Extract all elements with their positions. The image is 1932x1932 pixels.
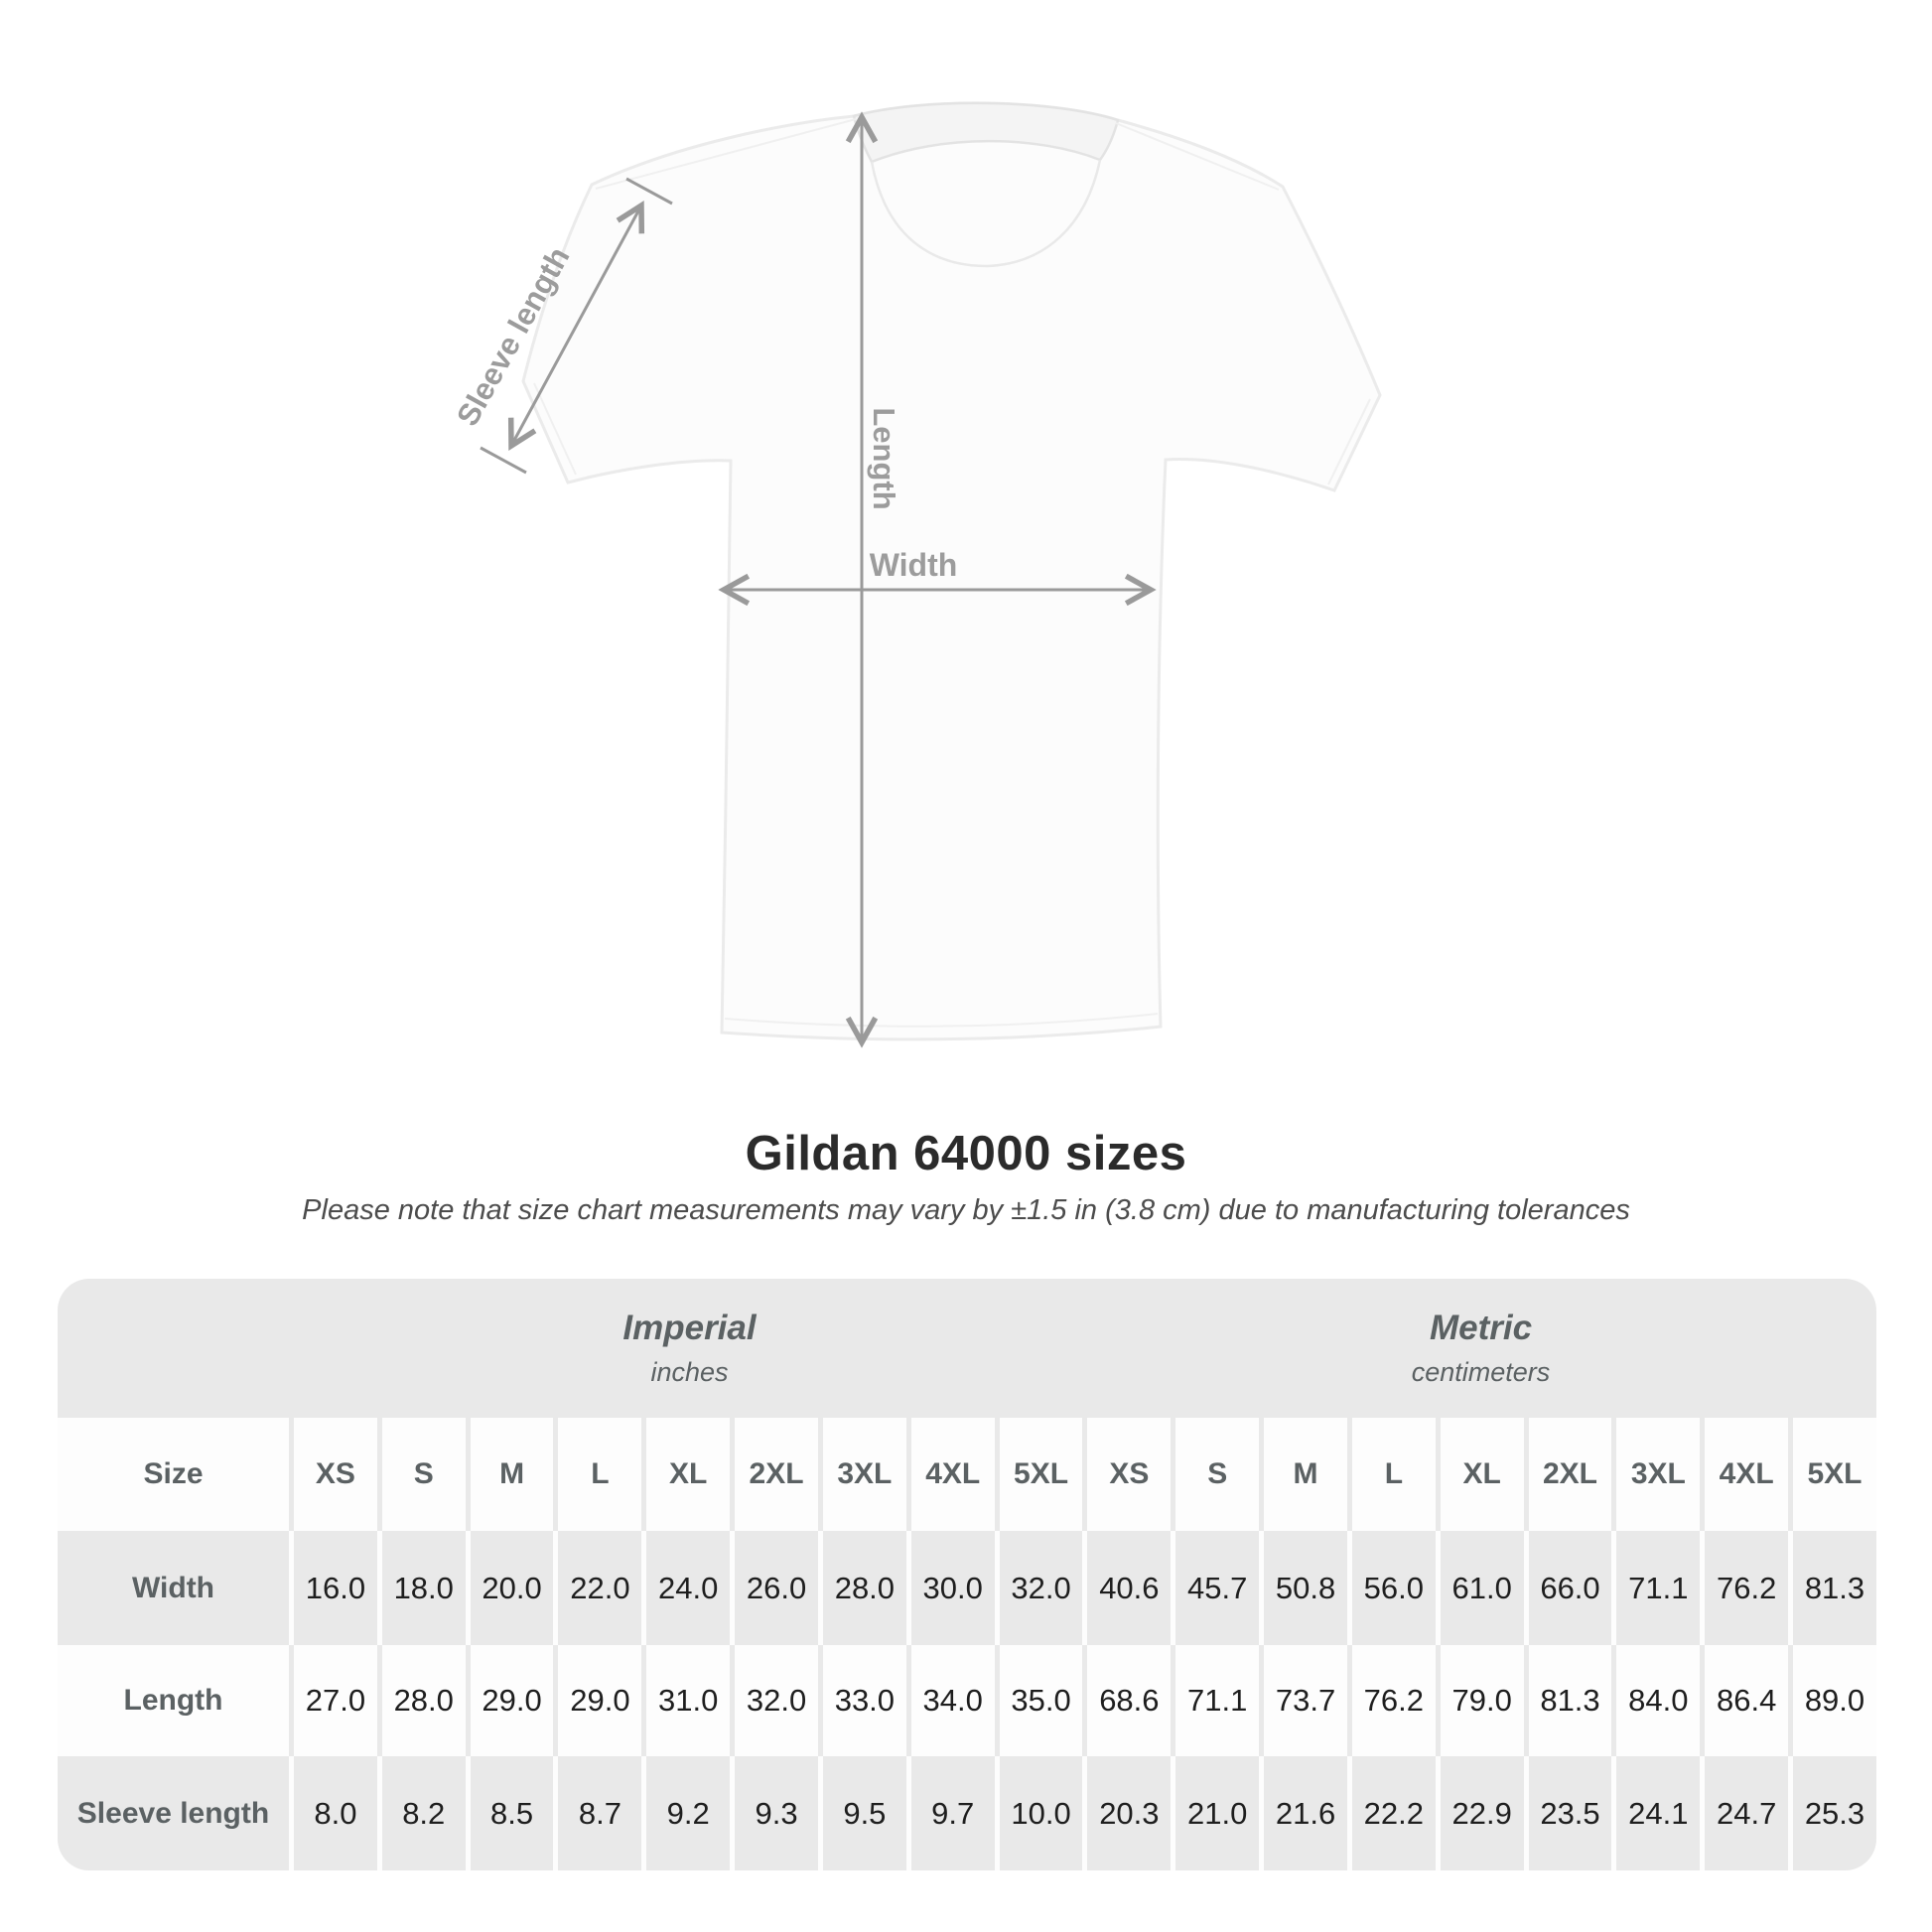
tshirt-neckline xyxy=(870,159,1102,268)
table-cell: 73.7 xyxy=(1264,1645,1347,1756)
table-cell: 76.2 xyxy=(1351,1645,1436,1756)
table-cell: 8.5 xyxy=(470,1756,554,1870)
table-cell: 8.2 xyxy=(381,1756,466,1870)
table-cell: 86.4 xyxy=(1705,1645,1789,1756)
table-cell: 32.0 xyxy=(735,1645,818,1756)
table-cell: 81.3 xyxy=(1793,1531,1876,1645)
table-cell: 24.1 xyxy=(1616,1756,1701,1870)
size-header-cell: XS xyxy=(1087,1418,1172,1531)
size-header-cell: L xyxy=(1351,1418,1436,1531)
table-cell: 22.9 xyxy=(1440,1756,1524,1870)
size-header-cell: XL xyxy=(1440,1418,1524,1531)
table-cell: 31.0 xyxy=(646,1645,731,1756)
table-cell: 79.0 xyxy=(1440,1645,1524,1756)
table-cell: 20.3 xyxy=(1087,1756,1172,1870)
table-cell: 34.0 xyxy=(910,1645,995,1756)
table-cell: 61.0 xyxy=(1440,1531,1524,1645)
table-cell: 26.0 xyxy=(735,1531,818,1645)
size-header-row: Size XS S M L XL 2XL 3XL 4XL 5XL XS S M L XL 2XL 3XL 4XL 5… xyxy=(58,1418,1876,1531)
size-header-cell: 2XL xyxy=(735,1418,818,1531)
unit-group-header: Imperial inches Metric centimeters xyxy=(58,1279,1876,1418)
table-cell: 40.6 xyxy=(1087,1531,1172,1645)
table-cell: 9.2 xyxy=(646,1756,731,1870)
table-cell: 45.7 xyxy=(1175,1531,1260,1645)
table-cell: 24.0 xyxy=(646,1531,731,1645)
tshirt-seams xyxy=(533,118,1371,1028)
imperial-group-title: Imperial xyxy=(622,1309,757,1347)
table-cell: 56.0 xyxy=(1351,1531,1436,1645)
imperial-group-header: Imperial inches xyxy=(294,1279,1085,1418)
table-cell: 89.0 xyxy=(1793,1645,1876,1756)
table-cell: 84.0 xyxy=(1616,1645,1701,1756)
table-cell: 71.1 xyxy=(1616,1531,1701,1645)
table-cell: 50.8 xyxy=(1264,1531,1347,1645)
size-header-cell: XS xyxy=(294,1418,377,1531)
width-label: Width xyxy=(870,547,958,583)
table-cell: 66.0 xyxy=(1528,1531,1612,1645)
table-cell: 29.0 xyxy=(470,1645,554,1756)
table-cell: 27.0 xyxy=(294,1645,377,1756)
size-header-cell: S xyxy=(1175,1418,1260,1531)
table-cell: 18.0 xyxy=(381,1531,466,1645)
table-cell: 22.0 xyxy=(558,1531,642,1645)
table-cell: 9.7 xyxy=(910,1756,995,1870)
table-cell: 35.0 xyxy=(999,1645,1083,1756)
size-header-cell: 3XL xyxy=(1616,1418,1701,1531)
table-cell: 24.7 xyxy=(1705,1756,1789,1870)
size-header-cell: S xyxy=(381,1418,466,1531)
page-title: Gildan 64000 sizes xyxy=(745,1127,1187,1180)
size-header-cell: 5XL xyxy=(1793,1418,1876,1531)
table-cell: 21.0 xyxy=(1175,1756,1260,1870)
sleeve-arrow-start-tick xyxy=(480,446,527,475)
table-cell: 22.2 xyxy=(1351,1756,1436,1870)
row-label: Width xyxy=(58,1531,289,1645)
table-cell: 33.0 xyxy=(822,1645,906,1756)
width-row: Width 16.0 18.0 20.0 22.0 24.0 26.0 28.0 30.0 32.… xyxy=(58,1531,1876,1645)
size-column-header: Size xyxy=(58,1418,289,1531)
table-cell: 20.0 xyxy=(470,1531,554,1645)
sleeve-length-row: Sleeve length 8.0 8.2 8.5 8.7 9.2 9.3 9.5 9.7 10.… xyxy=(58,1756,1876,1870)
metric-group-header: Metric centimeters xyxy=(1085,1279,1876,1418)
table-cell: 81.3 xyxy=(1528,1645,1612,1756)
table-cell: 21.6 xyxy=(1264,1756,1347,1870)
size-header-cell: M xyxy=(1264,1418,1347,1531)
metric-group-title: Metric xyxy=(1429,1309,1533,1347)
size-header-cell: XL xyxy=(646,1418,731,1531)
table-cell: 68.6 xyxy=(1087,1645,1172,1756)
size-header-cell: 3XL xyxy=(822,1418,906,1531)
table-cell: 76.2 xyxy=(1705,1531,1789,1645)
tolerance-note: Please note that size chart measurements… xyxy=(302,1194,1630,1226)
table-cell: 29.0 xyxy=(558,1645,642,1756)
row-label: Length xyxy=(58,1645,289,1756)
table-cell: 16.0 xyxy=(294,1531,377,1645)
table-cell: 23.5 xyxy=(1528,1756,1612,1870)
size-header-cell: 2XL xyxy=(1528,1418,1612,1531)
table-cell: 30.0 xyxy=(910,1531,995,1645)
tshirt-diagram: Sleeve length Length Width xyxy=(450,101,1382,1112)
metric-group-unit: centimeters xyxy=(1411,1357,1551,1387)
length-label: Length xyxy=(867,407,901,509)
table-cell: 25.3 xyxy=(1793,1756,1876,1870)
table-cell: 28.0 xyxy=(822,1531,906,1645)
size-header-cell: 5XL xyxy=(999,1418,1083,1531)
length-row: Length 27.0 28.0 29.0 29.0 31.0 32.0 33.0 34.0 35… xyxy=(58,1645,1876,1756)
imperial-group-unit: inches xyxy=(650,1357,729,1387)
size-header-cell: 4XL xyxy=(910,1418,995,1531)
table-cell: 9.5 xyxy=(822,1756,906,1870)
size-table-card: Imperial inches Metric centimeters Size X… xyxy=(58,1279,1876,1870)
size-header-cell: 4XL xyxy=(1705,1418,1789,1531)
table-cell: 71.1 xyxy=(1175,1645,1260,1756)
row-label: Sleeve length xyxy=(58,1756,289,1870)
table-cell: 10.0 xyxy=(999,1756,1083,1870)
table-cell: 9.3 xyxy=(735,1756,818,1870)
sleeve-arrow-end-tick xyxy=(625,177,673,206)
size-header-cell: M xyxy=(470,1418,554,1531)
table-cell: 32.0 xyxy=(999,1531,1083,1645)
table-cell: 8.0 xyxy=(294,1756,377,1870)
table-cell: 28.0 xyxy=(381,1645,466,1756)
size-header-cell: L xyxy=(558,1418,642,1531)
table-cell: 8.7 xyxy=(558,1756,642,1870)
sleeve-length-arrow xyxy=(511,206,641,446)
